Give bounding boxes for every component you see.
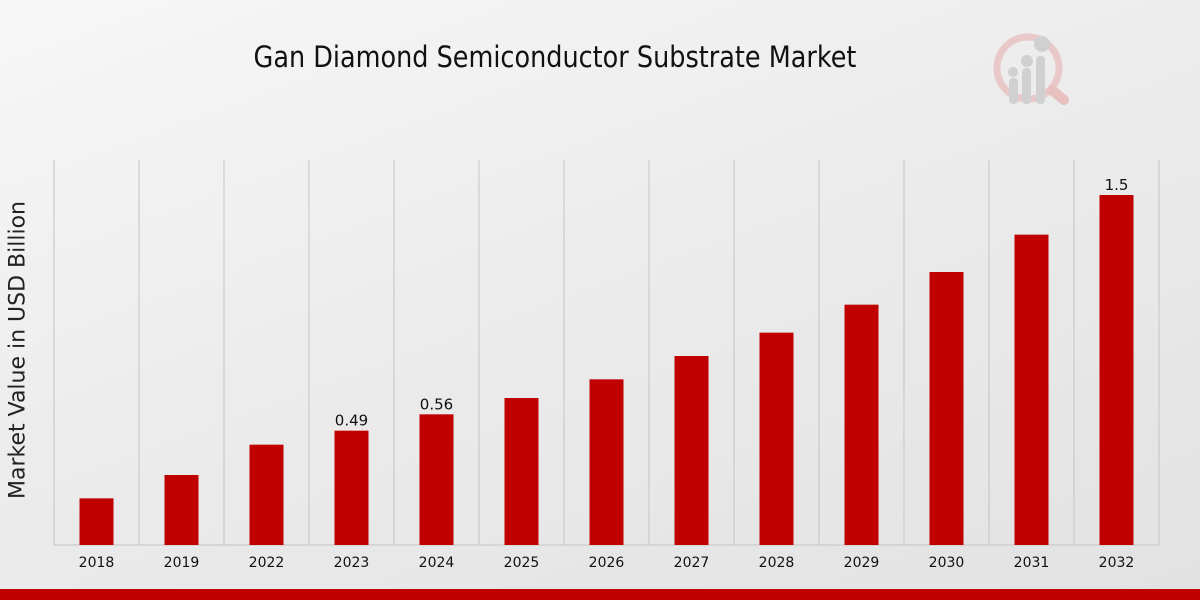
x-tick-label: 2026	[589, 555, 625, 571]
x-tick-label: 2025	[504, 555, 540, 571]
x-tick-label: 2024	[419, 555, 455, 571]
x-tick-label: 2032	[1099, 555, 1135, 571]
x-tick-label: 2027	[674, 555, 710, 571]
bar-2030	[929, 272, 964, 545]
bar-2018	[79, 498, 114, 545]
x-tick-label: 2030	[929, 555, 965, 571]
bar-2027	[674, 356, 709, 545]
bar-2024	[419, 414, 454, 545]
bar-2022	[249, 444, 284, 545]
bar-2031	[1014, 234, 1049, 545]
bar-2029	[844, 304, 879, 545]
footer-bar	[0, 589, 1200, 600]
x-tick-label: 2018	[79, 555, 115, 571]
bar-2026	[589, 379, 624, 545]
data-label: 0.49	[335, 412, 368, 430]
data-label: 0.56	[420, 395, 453, 413]
bar-2023	[334, 430, 369, 545]
x-tick-label: 2022	[249, 555, 285, 571]
x-tick-label: 2023	[334, 555, 370, 571]
x-tick-label: 2019	[164, 555, 200, 571]
bar-2028	[759, 332, 794, 545]
bar-2032	[1099, 195, 1134, 545]
x-tick-label: 2028	[759, 555, 795, 571]
x-tick-label: 2029	[844, 555, 880, 571]
bar-2025	[504, 398, 539, 545]
data-label: 1.5	[1105, 176, 1129, 194]
x-tick-label: 2031	[1014, 555, 1050, 571]
bar-2019	[164, 475, 199, 545]
logo-icon	[993, 33, 1069, 105]
chart-title: Gan Diamond Semiconductor Substrate Mark…	[253, 40, 857, 74]
